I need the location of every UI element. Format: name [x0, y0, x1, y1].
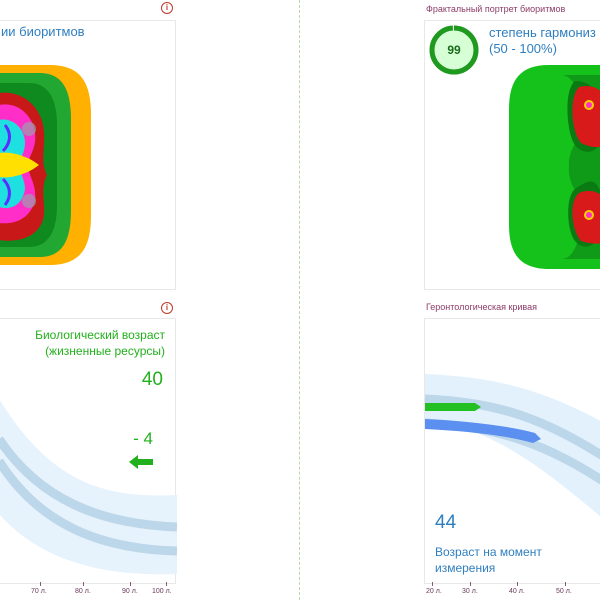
- column-divider: [299, 0, 300, 600]
- measurement-age-label-line1: Возраст на момент: [435, 545, 542, 559]
- bio-age-delta: - 4: [133, 429, 153, 448]
- measurement-age-label-line2: измерения: [435, 561, 496, 575]
- axis-tick: 80 л.: [75, 588, 91, 595]
- bio-age-label-line1: Биологический возраст: [35, 328, 165, 342]
- axis-tick: 70 л.: [31, 588, 47, 595]
- fractal-image-right: [509, 65, 600, 269]
- bio-age-label-line2: (жизненные ресурсы): [45, 344, 165, 358]
- harmony-label: степень гармониз: [489, 25, 596, 40]
- gerontology-curve: [425, 374, 600, 517]
- fractal-portrait-title: Фрактальный портрет биоритмов: [426, 4, 566, 14]
- fractal-panel-title-fragment: ии биоритмов: [1, 24, 85, 39]
- bio-age-panel: Биологический возраст (жизненные ресурсы…: [0, 318, 177, 584]
- gerontology-curve-title: Геронтологическая кривая: [426, 302, 537, 312]
- axis-tick: 100 л.: [152, 588, 172, 595]
- bio-age-value: 40: [141, 369, 163, 390]
- harmony-range: (50 - 100%): [489, 41, 557, 56]
- fractal-panel-right: 99 степень гармониз (50 - 100%): [424, 20, 600, 290]
- info-icon[interactable]: i: [161, 2, 173, 14]
- axis-tick: 40 л.: [509, 588, 525, 595]
- arrow-left-icon: [129, 455, 153, 469]
- harmony-score-value: 99: [447, 43, 461, 57]
- fractal-panel-left: ии биоритмов: [0, 20, 176, 290]
- harmony-score-ring: [429, 25, 479, 75]
- measurement-age-value: 44: [435, 512, 457, 533]
- bio-age-curve: [0, 400, 177, 575]
- axis-tick: 30 л.: [462, 588, 478, 595]
- axis-tick: 20 л.: [426, 588, 442, 595]
- fractal-image-left: [0, 65, 91, 265]
- axis-tick: 90 л.: [122, 588, 138, 595]
- info-icon-bio-age[interactable]: i: [161, 302, 173, 314]
- gerontology-panel: 44 Возраст на момент измерения: [424, 318, 600, 584]
- axis-tick: 50 л.: [556, 588, 572, 595]
